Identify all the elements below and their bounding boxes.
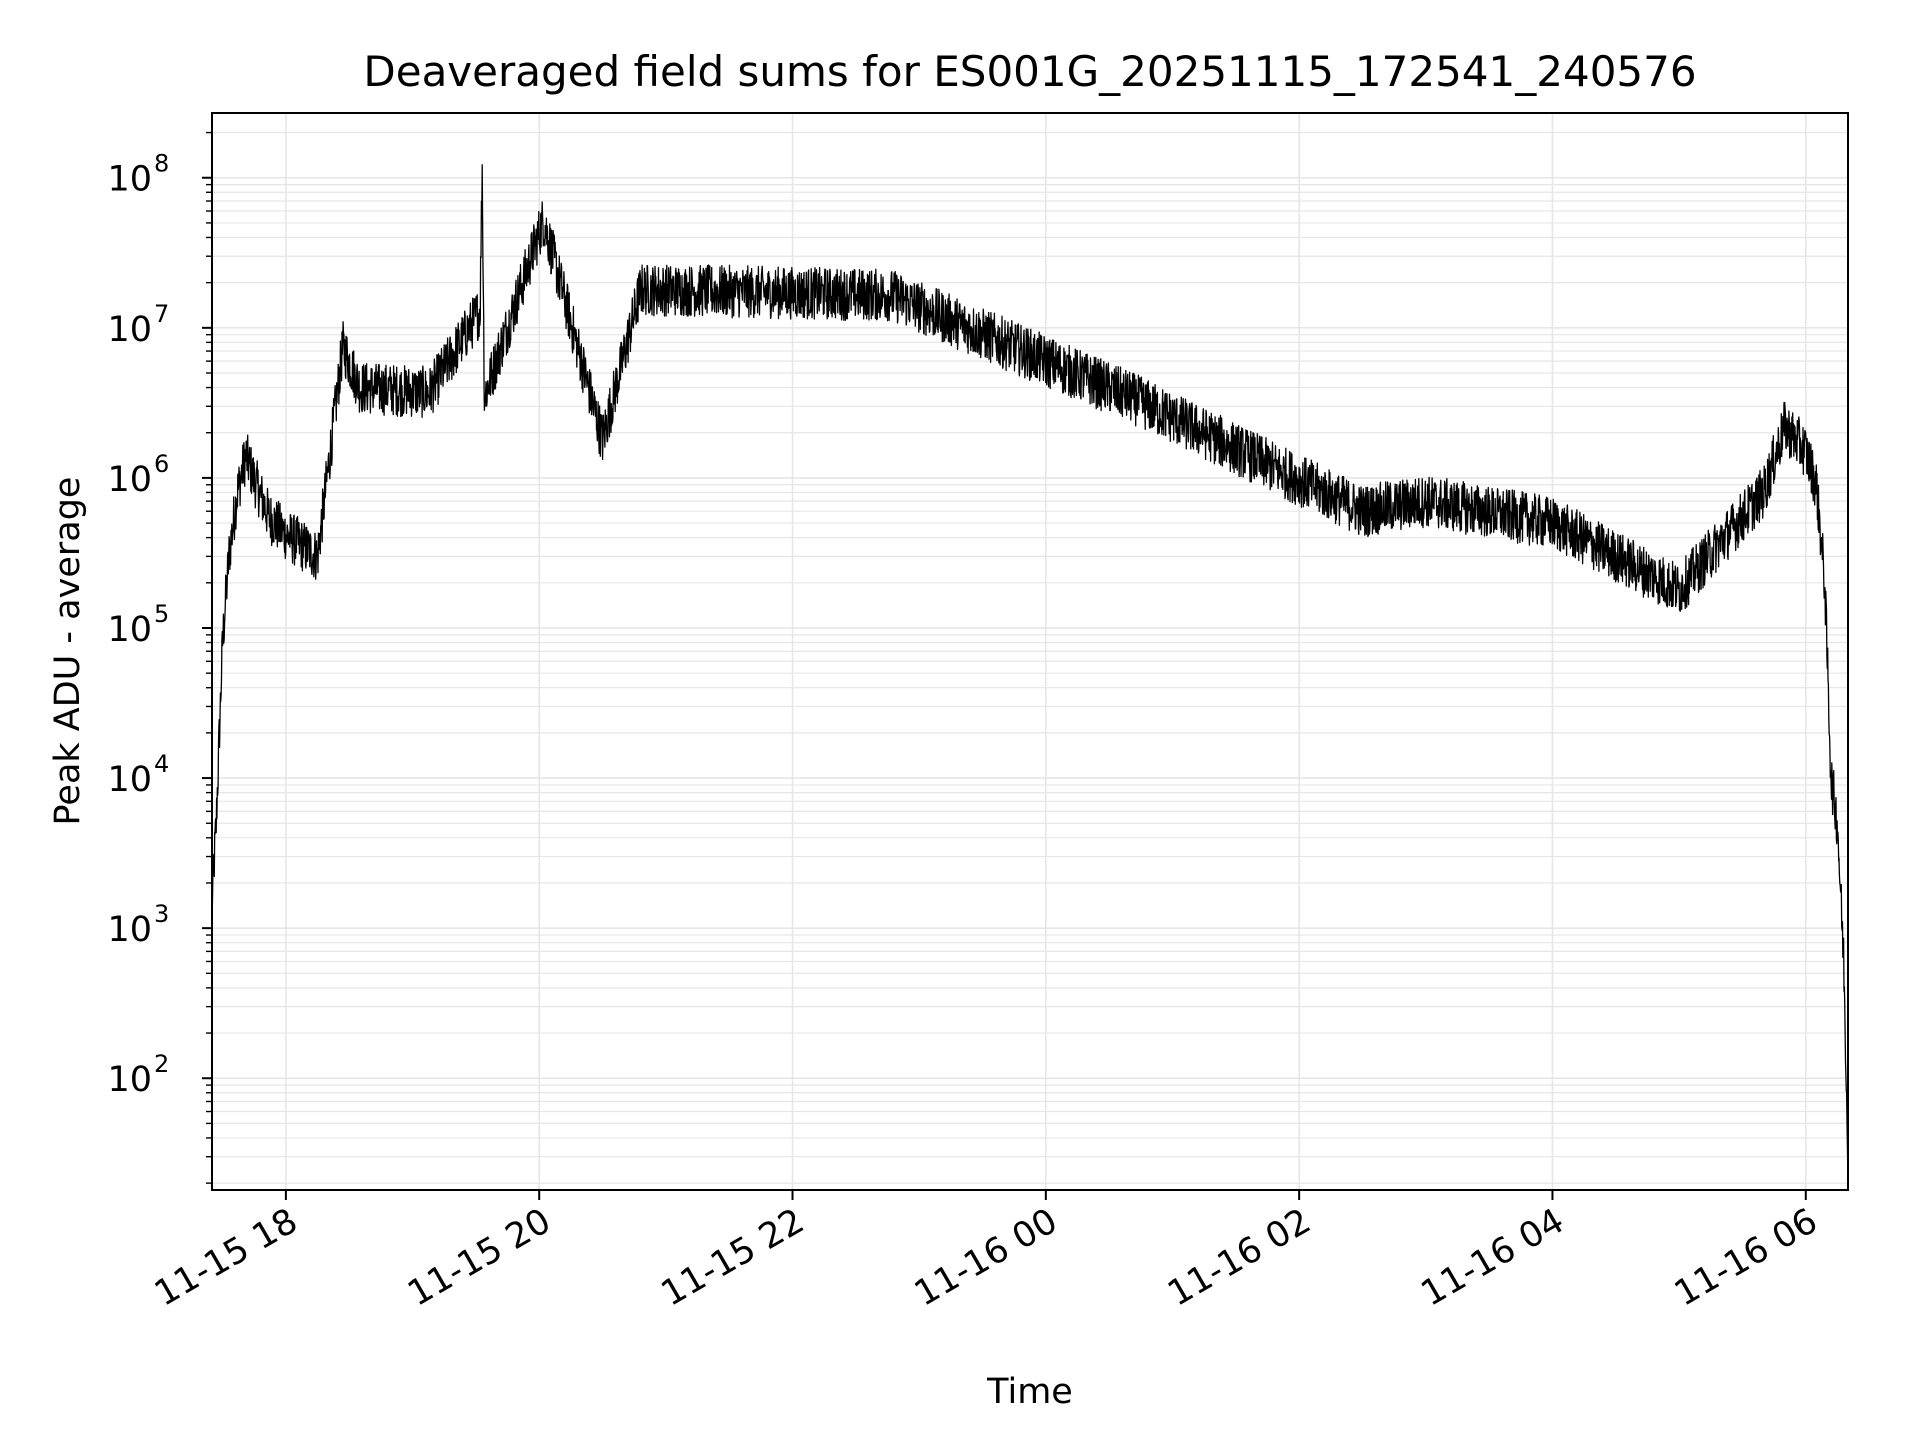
x-tick-label: 11-15 20 <box>401 1201 557 1314</box>
x-tick-label: 11-15 22 <box>655 1201 811 1314</box>
y-tick-label-exponent: 4 <box>154 750 169 778</box>
x-tick-label: 11-15 18 <box>148 1201 304 1314</box>
series-line <box>211 164 1849 1173</box>
x-axis-label: Time <box>986 1372 1073 1412</box>
y-axis-label: Peak ADU - average <box>48 477 88 826</box>
y-tick-label-exponent: 3 <box>154 900 169 928</box>
chart-title: Deaveraged field sums for ES001G_2025111… <box>363 47 1696 96</box>
y-tick-label-exponent: 5 <box>154 600 169 628</box>
x-tick-label: 11-16 00 <box>908 1201 1064 1314</box>
y-tick-label: 10 <box>107 460 152 500</box>
y-tick-label-exponent: 8 <box>154 150 169 178</box>
y-tick-label: 10 <box>107 760 152 800</box>
y-tick-label: 10 <box>107 910 152 950</box>
y-tick-label-exponent: 2 <box>154 1050 169 1078</box>
x-tick-label: 11-16 06 <box>1668 1201 1824 1314</box>
grid-lines <box>212 113 1848 1190</box>
x-tick-label: 11-16 02 <box>1161 1201 1317 1314</box>
y-tick-label: 10 <box>107 310 152 350</box>
y-tick-label-exponent: 7 <box>154 300 169 328</box>
y-tick-label: 10 <box>107 610 152 650</box>
y-tick-label: 10 <box>107 1060 152 1100</box>
y-tick-label-exponent: 6 <box>154 450 169 478</box>
y-tick-label: 10 <box>107 160 152 200</box>
axis-ticks: 11-15 18 11-15 20 11-15 22 11-16 00 11-16 02… <box>107 131 1824 1314</box>
x-tick-label: 11-16 04 <box>1415 1201 1571 1314</box>
